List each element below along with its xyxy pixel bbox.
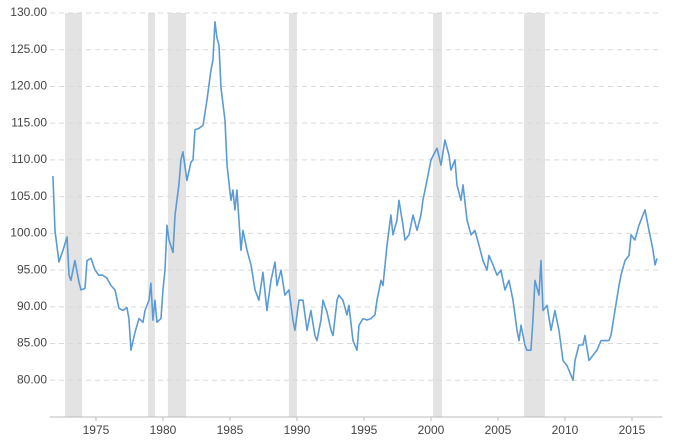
recession-band bbox=[523, 13, 546, 417]
y-tick-label: 115.00 bbox=[11, 115, 47, 129]
y-tick-label: 100.00 bbox=[10, 226, 47, 240]
x-tick-label: 1980 bbox=[150, 423, 177, 437]
y-tick-label: 80.00 bbox=[17, 372, 47, 386]
x-tick-label: 2005 bbox=[485, 423, 512, 437]
recession-band bbox=[288, 13, 297, 417]
x-tick-label: 1995 bbox=[351, 423, 378, 437]
x-tick-label: 1985 bbox=[217, 423, 244, 437]
data-line bbox=[52, 21, 658, 382]
x-tick-label: 1975 bbox=[83, 423, 110, 437]
x-tick-label: 2010 bbox=[552, 423, 579, 437]
x-tick-label: 2000 bbox=[418, 423, 445, 437]
recession-band bbox=[147, 13, 155, 417]
y-tick-label: 95.00 bbox=[17, 262, 47, 276]
recession-band bbox=[65, 13, 83, 417]
x-tick-label: 2015 bbox=[619, 423, 646, 437]
recession-band bbox=[167, 13, 187, 417]
y-tick-label: 130.00 bbox=[10, 5, 47, 19]
x-tick-label: 1990 bbox=[284, 423, 311, 437]
y-tick-label: 85.00 bbox=[17, 336, 47, 350]
y-tick-label: 120.00 bbox=[10, 79, 47, 93]
recession-band bbox=[432, 13, 442, 417]
y-tick-label: 105.00 bbox=[10, 189, 47, 203]
y-tick-label: 90.00 bbox=[17, 299, 47, 313]
y-tick-label: 125.00 bbox=[10, 42, 47, 56]
y-tick-label: 110.00 bbox=[11, 152, 47, 166]
